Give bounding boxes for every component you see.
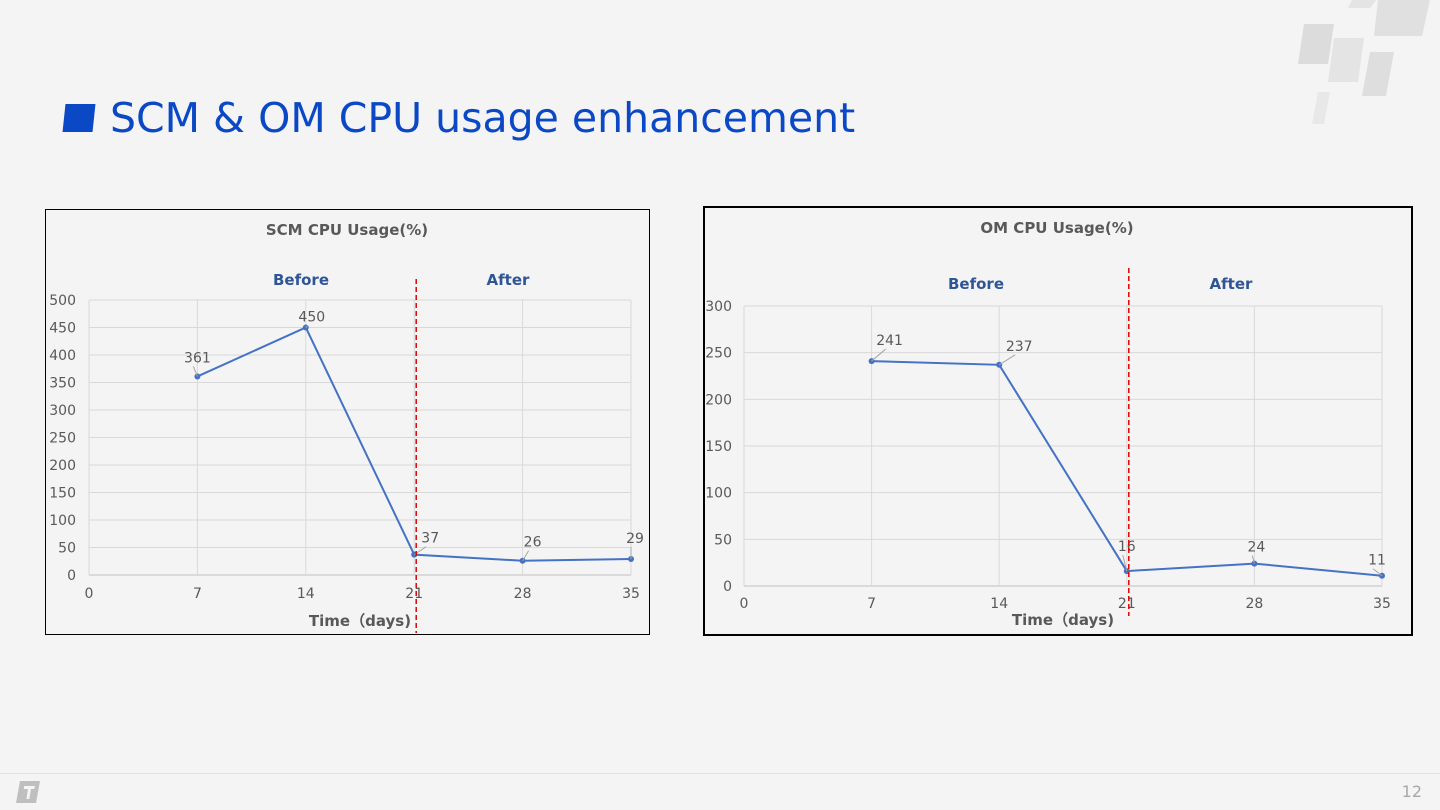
footer-divider xyxy=(0,773,1440,774)
before-label: Before xyxy=(273,271,329,289)
chart-title: SCM CPU Usage(%) xyxy=(266,221,428,239)
company-logo-icon xyxy=(16,781,40,803)
y-tick-label: 150 xyxy=(49,486,76,502)
data-label: 241 xyxy=(876,333,903,349)
data-label: 16 xyxy=(1118,539,1136,555)
chart-title: OM CPU Usage(%) xyxy=(980,219,1133,237)
leader-line xyxy=(305,325,309,328)
x-tick-label: 28 xyxy=(514,586,532,602)
scm-cpu-chart-svg: SCM CPU Usage(%) Before After Time（days)… xyxy=(45,209,650,635)
x-tick-label: 28 xyxy=(1245,596,1263,612)
x-tick-label: 35 xyxy=(622,586,640,602)
x-axis-label: Time（days) xyxy=(309,612,411,630)
x-tick-label: 0 xyxy=(740,596,749,612)
leader-line xyxy=(192,366,198,377)
y-tick-label: 450 xyxy=(49,321,76,337)
leader-line xyxy=(522,550,530,561)
y-tick-label: 100 xyxy=(49,513,76,529)
y-tick-label: 0 xyxy=(723,579,732,595)
data-point xyxy=(194,373,201,380)
after-label: After xyxy=(487,271,530,289)
data-label: 361 xyxy=(184,350,211,366)
om-cpu-chart: OM CPU Usage(%) Before After Time（days) … xyxy=(703,206,1413,636)
y-tick-label: 200 xyxy=(705,392,732,408)
x-tick-label: 21 xyxy=(405,586,423,602)
plot-area: 0 50 100 150 200 250 300 350 400 450 500 0 7 14 21 28 35… xyxy=(49,279,644,633)
data-label: 29 xyxy=(626,531,644,547)
before-label: Before xyxy=(948,275,1004,293)
om-cpu-chart-svg: OM CPU Usage(%) Before After Time（days) … xyxy=(703,206,1413,636)
y-tick-label: 150 xyxy=(705,439,732,455)
x-tick-label: 21 xyxy=(1118,596,1136,612)
y-tick-label: 0 xyxy=(67,568,76,584)
data-point xyxy=(519,557,526,564)
leader-line xyxy=(1372,568,1383,577)
data-label: 24 xyxy=(1247,540,1265,556)
x-tick-label: 7 xyxy=(867,596,876,612)
y-tick-label: 200 xyxy=(49,458,76,474)
page-number: 12 xyxy=(1401,782,1422,801)
data-label: 237 xyxy=(1006,339,1033,355)
leader-line xyxy=(998,354,1016,366)
x-tick-label: 7 xyxy=(193,586,202,602)
x-tick-label: 14 xyxy=(990,596,1008,612)
y-tick-label: 250 xyxy=(705,346,732,362)
data-label: 11 xyxy=(1368,553,1386,569)
x-tick-label: 0 xyxy=(85,586,94,602)
y-tick-label: 400 xyxy=(49,348,76,364)
data-label: 37 xyxy=(421,531,439,547)
data-label: 26 xyxy=(524,535,542,551)
y-tick-label: 300 xyxy=(705,299,732,315)
data-label: 450 xyxy=(298,310,325,326)
plot-area: 0 50 100 150 200 250 300 0 7 14 21 28 35 241 237 16 24 11 xyxy=(705,268,1391,616)
y-tick-label: 300 xyxy=(49,403,76,419)
x-tick-label: 35 xyxy=(1373,596,1391,612)
square-bullet-icon xyxy=(62,104,96,132)
y-tick-label: 500 xyxy=(49,293,76,309)
x-tick-label: 14 xyxy=(297,586,315,602)
leader-line xyxy=(1251,555,1255,564)
y-tick-label: 50 xyxy=(58,541,76,557)
y-tick-label: 350 xyxy=(49,376,76,392)
chart-border xyxy=(45,209,650,635)
x-axis-label: Time（days) xyxy=(1012,611,1114,629)
y-tick-label: 100 xyxy=(705,486,732,502)
leader-line xyxy=(871,348,886,362)
parallelogram-pattern-icon xyxy=(1298,0,1430,124)
leader-line xyxy=(1122,554,1128,572)
chart-border xyxy=(703,206,1413,636)
slide-title: SCM & OM CPU usage enhancement xyxy=(110,94,856,142)
y-tick-label: 250 xyxy=(49,431,76,447)
after-label: After xyxy=(1210,275,1253,293)
scm-cpu-chart: SCM CPU Usage(%) Before After Time（days)… xyxy=(45,209,650,635)
y-tick-label: 50 xyxy=(714,532,732,548)
